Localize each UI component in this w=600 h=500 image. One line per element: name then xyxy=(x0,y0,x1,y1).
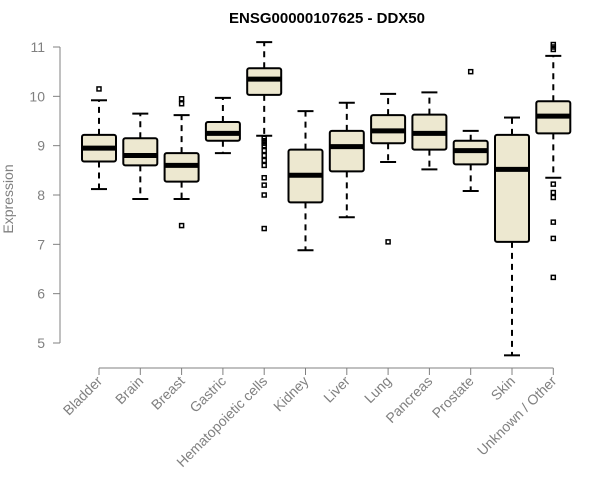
box-group xyxy=(81,86,117,191)
outlier-point xyxy=(178,100,185,107)
outlier-point xyxy=(261,147,267,154)
plot-area xyxy=(81,41,572,357)
outlier-point xyxy=(550,274,557,281)
outlier-point xyxy=(261,135,267,142)
outlier-point xyxy=(261,157,267,164)
box-group xyxy=(494,116,530,357)
box xyxy=(494,133,530,243)
x-tick-label: Breast xyxy=(148,373,188,413)
x-tick-label: Bladder xyxy=(60,373,106,419)
outlier-point xyxy=(261,192,267,198)
x-tick-label: Skin xyxy=(488,373,519,404)
y-tick-label: 9 xyxy=(37,138,45,154)
outlier-point xyxy=(261,182,267,188)
outlier-point xyxy=(550,194,557,201)
y-tick-label: 6 xyxy=(37,286,45,302)
box xyxy=(122,137,159,167)
x-tick-label: Prostate xyxy=(429,373,477,421)
outlier-point xyxy=(550,219,557,225)
outlier-point xyxy=(96,86,102,92)
outlier-point xyxy=(261,225,267,232)
y-tick-label: 5 xyxy=(37,335,45,351)
x-tick-label: Brain xyxy=(112,373,146,407)
y-axis-label: Expression xyxy=(0,164,16,233)
outlier-point xyxy=(178,96,185,102)
y-axis: 5 6 7 8 9 10 11 xyxy=(29,39,61,351)
chart-title: ENSG00000107625 - DDX50 xyxy=(229,10,425,27)
outlier-point xyxy=(467,68,474,75)
outlier-point xyxy=(550,189,557,196)
box xyxy=(328,129,365,173)
box-group xyxy=(411,91,448,171)
outlier-point xyxy=(261,162,267,169)
outlier-point xyxy=(385,239,391,245)
box-group xyxy=(204,96,241,155)
y-tick-label: 10 xyxy=(29,88,45,104)
outlier-point xyxy=(550,235,557,242)
outlier-point xyxy=(550,181,557,187)
outlier-point xyxy=(178,222,185,229)
outlier-point xyxy=(550,41,557,48)
x-tick-label: Liver xyxy=(320,373,353,406)
box-group xyxy=(287,110,324,252)
box-group xyxy=(246,41,283,232)
x-tick-label: Kidney xyxy=(270,373,312,415)
y-tick-label: 7 xyxy=(37,236,45,252)
box-group xyxy=(370,92,407,245)
box-group xyxy=(535,41,572,281)
box-group xyxy=(328,101,365,219)
box-group xyxy=(452,68,489,193)
outlier-point xyxy=(261,152,267,159)
y-tick-label: 8 xyxy=(37,187,45,203)
y-tick-label: 11 xyxy=(30,39,45,55)
box-group xyxy=(122,112,159,200)
box-group xyxy=(163,96,200,229)
outlier-point xyxy=(261,174,267,181)
x-tick-label: Lung xyxy=(361,373,394,406)
